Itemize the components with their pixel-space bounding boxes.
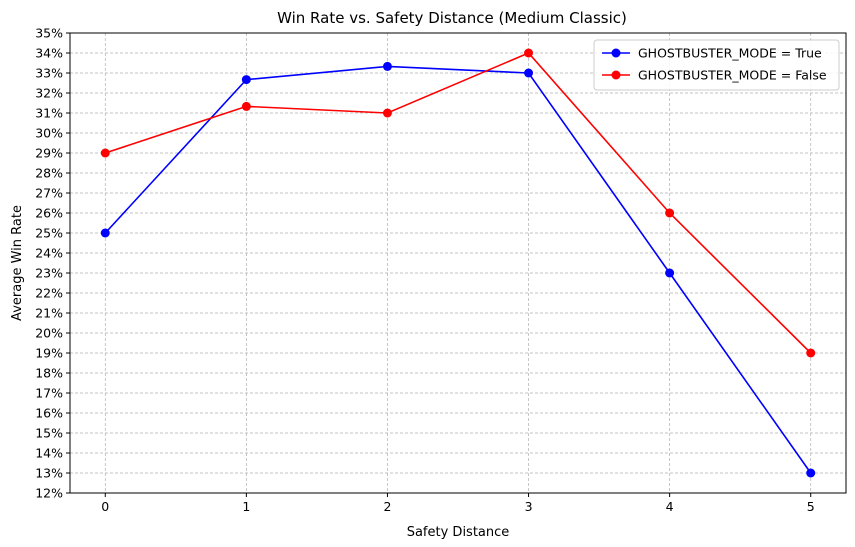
data-point [100, 148, 110, 158]
y-tick-label: 31% [35, 106, 63, 121]
legend: GHOSTBUSTER_MODE = True GHOSTBUSTER_MODE … [593, 39, 840, 91]
data-point [665, 268, 675, 278]
data-point [241, 75, 251, 85]
y-tick-label: 35% [35, 26, 63, 41]
data-point [665, 208, 675, 218]
y-tick-label: 24% [35, 246, 63, 261]
y-tick-label: 34% [35, 46, 63, 61]
x-tick-label: 0 [101, 499, 109, 514]
plot-frame [69, 32, 847, 494]
y-axis-title: Average Win Rate [10, 205, 25, 321]
y-tick-label: 29% [35, 146, 63, 161]
data-point [241, 101, 251, 111]
series-line [105, 52, 812, 354]
y-tick-label: 15% [35, 426, 63, 441]
y-tick-label: 33% [35, 66, 63, 81]
y-tick-label: 22% [35, 286, 63, 301]
legend-marker-swatch [611, 70, 621, 80]
data-point [806, 468, 816, 478]
data-point [524, 68, 534, 78]
legend-box [593, 39, 840, 91]
x-axis-title: Safety Distance [407, 525, 510, 540]
y-tick-label: 16% [35, 406, 63, 421]
y-tick-label: 19% [35, 346, 63, 361]
y-tick-label: 32% [35, 86, 63, 101]
y-tick-label: 17% [35, 386, 63, 401]
y-tick-label: 20% [35, 326, 63, 341]
x-tick-label: 5 [807, 499, 815, 514]
data-point [382, 61, 392, 71]
ticks: 12% 13% 14% 15% 16% 17% 18% 19% 20% 21% 22% 23% 24% 2… [35, 26, 815, 515]
x-tick-label: 2 [383, 499, 391, 514]
data-point [382, 108, 392, 118]
legend-marker-swatch [611, 48, 621, 58]
y-tick-label: 30% [35, 126, 63, 141]
y-tick-label: 18% [35, 366, 63, 381]
x-tick-label: 4 [666, 499, 674, 514]
data-point [524, 48, 534, 58]
legend-label: GHOSTBUSTER_MODE = True [638, 46, 822, 61]
y-tick-label: 14% [35, 446, 63, 461]
y-tick-label: 25% [35, 226, 63, 241]
data-point [100, 228, 110, 238]
y-tick-label: 13% [35, 466, 63, 481]
legend-label: GHOSTBUSTER_MODE = False [638, 68, 827, 83]
y-tick-label: 12% [35, 486, 63, 501]
y-tick-label: 23% [35, 266, 63, 281]
x-tick-label: 3 [525, 499, 533, 514]
y-tick-label: 26% [35, 206, 63, 221]
series-line [104, 65, 812, 474]
series-layer [100, 48, 816, 478]
y-tick-label: 27% [35, 186, 63, 201]
x-tick-label: 1 [242, 499, 250, 514]
y-tick-label: 28% [35, 166, 63, 181]
data-point [806, 348, 816, 358]
y-tick-label: 21% [35, 306, 63, 321]
chart-title: Win Rate vs. Safety Distance (Medium Cla… [277, 9, 627, 27]
